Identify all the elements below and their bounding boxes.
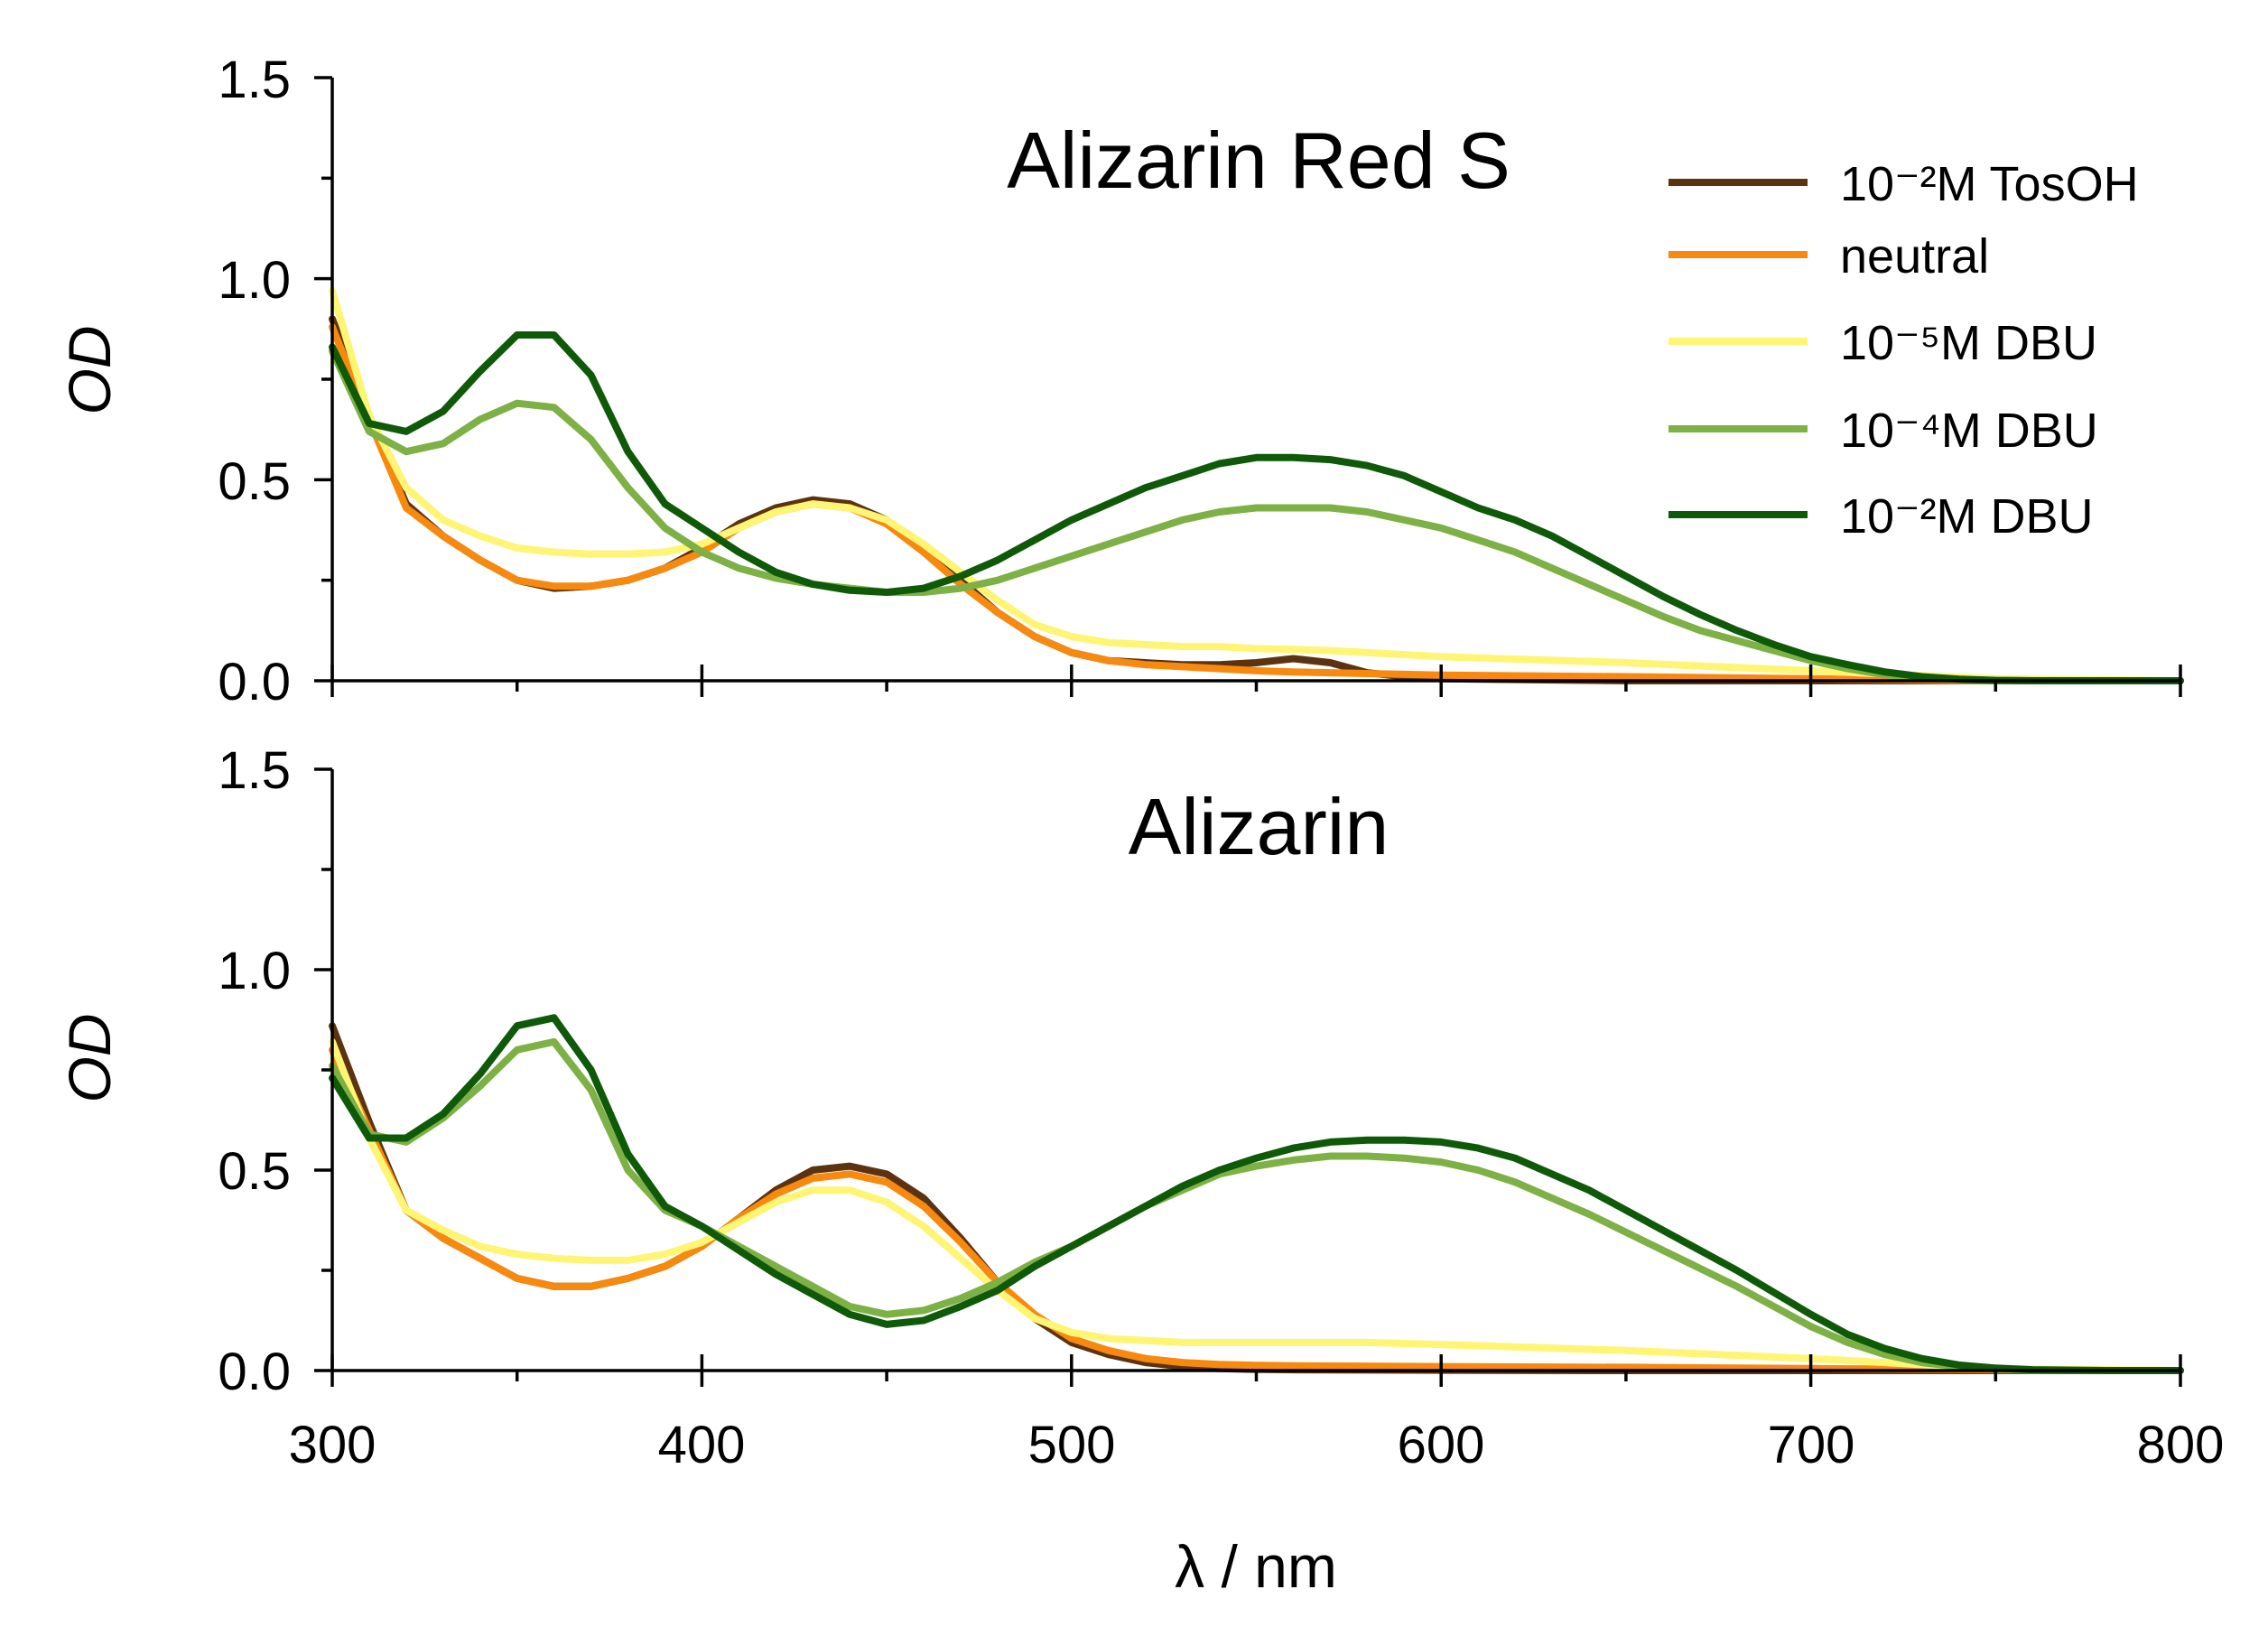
panel-alizarin: 0.0 0.5 1.0 1.5 300 400 500 600 700 800 … (56, 741, 2224, 1600)
top-y-tick-label-1: 0.5 (218, 452, 291, 511)
bottom-y-tick-labels: 0.0 0.5 1.0 1.5 (218, 741, 291, 1401)
bottom-series-line-4 (329, 1014, 2184, 1374)
legend: 10⁻²M TosOH neutral 10⁻⁵M DBU 10⁻⁴M DBU … (1668, 157, 2139, 544)
top-y-tick-label-3: 1.5 (218, 51, 291, 109)
bottom-y-tick-label-3: 1.5 (218, 741, 291, 800)
bottom-series-line-0 (329, 1022, 2184, 1374)
bottom-y-axis-label: OD (56, 1014, 123, 1103)
bottom-panel-title: Alizarin (1129, 782, 1390, 871)
x-tick-label-700: 700 (1768, 1416, 1855, 1474)
legend-label-3: 10⁻⁴M DBU (1840, 404, 2098, 458)
bottom-y-tick-label-2: 1.0 (218, 942, 291, 1000)
bottom-series-line-1 (329, 1046, 2184, 1374)
bottom-series-line-3 (329, 1037, 2184, 1374)
top-y-tick-label-0: 0.0 (218, 653, 291, 711)
top-y-tick-label-2: 1.0 (218, 251, 291, 310)
legend-label-0: 10⁻²M TosOH (1840, 157, 2139, 211)
panel-alizarin-red-s: 0.0 0.5 1.0 1.5 OD Alizarin Red S (56, 51, 2184, 711)
top-y-tick-labels: 0.0 0.5 1.0 1.5 (218, 51, 291, 711)
x-tick-label-400: 400 (658, 1416, 746, 1474)
bottom-y-tick-label-0: 0.0 (218, 1343, 291, 1401)
top-series-line-1 (329, 323, 2184, 684)
bottom-series-group (329, 1014, 2184, 1374)
top-ticks (314, 76, 2182, 697)
top-y-axis-label: OD (56, 326, 123, 415)
top-series-group (329, 287, 2184, 684)
legend-label-2: 10⁻⁵M DBU (1840, 316, 2097, 370)
bottom-y-tick-label-1: 0.5 (218, 1142, 291, 1201)
top-series-line-2 (329, 287, 2184, 684)
top-series-line-4 (329, 331, 2184, 684)
legend-label-4: 10⁻²M DBU (1840, 489, 2094, 544)
bottom-series-line-2 (329, 1037, 2184, 1374)
bottom-x-tick-labels: 300 400 500 600 700 800 (289, 1416, 2225, 1474)
x-tick-label-600: 600 (1398, 1416, 1485, 1474)
x-axis-label: λ / nm (1175, 1533, 1337, 1600)
x-tick-label-300: 300 (289, 1416, 376, 1474)
x-tick-label-800: 800 (2137, 1416, 2225, 1474)
bottom-ticks (314, 767, 2182, 1387)
legend-label-1: neutral (1840, 229, 1989, 284)
top-panel-title: Alizarin Red S (1007, 116, 1510, 205)
top-series-line-3 (329, 347, 2184, 684)
x-tick-label-500: 500 (1028, 1416, 1116, 1474)
